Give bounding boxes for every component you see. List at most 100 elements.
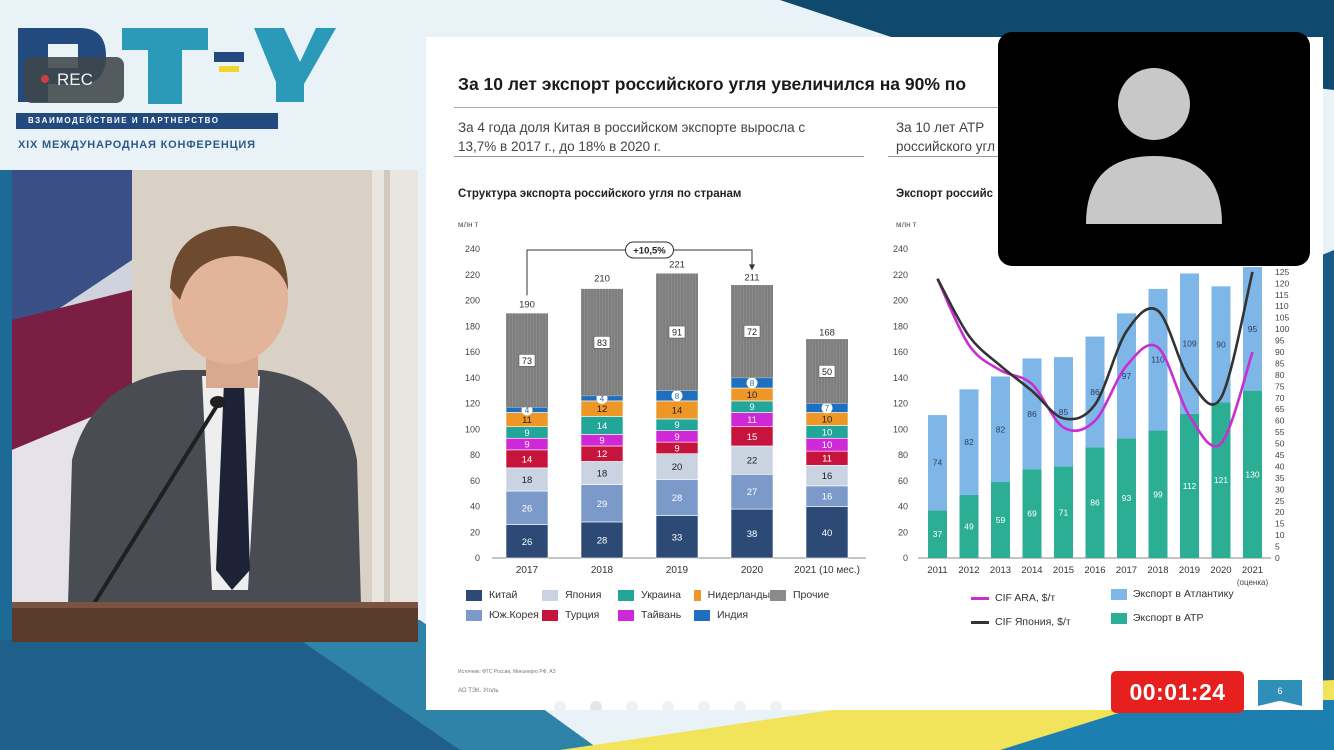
data-label: 33 <box>672 532 683 543</box>
data-label: 28 <box>672 493 683 504</box>
legend-swatch <box>542 589 558 601</box>
y-tick-label: 80 <box>470 450 480 460</box>
y2-tick-label: 25 <box>1275 496 1285 506</box>
bar-segment <box>928 510 947 558</box>
legend-label: Экспорт в Атлантику <box>1133 588 1234 600</box>
y-tick-label: 100 <box>893 424 908 434</box>
right-subtitle-line2: российского угл <box>896 139 996 154</box>
x-tick-note: (оценка) <box>1237 578 1269 587</box>
y-tick-label: 0 <box>475 553 480 563</box>
data-label: 14 <box>597 421 608 432</box>
pagination-dot[interactable] <box>590 701 602 710</box>
x-tick-label: 2014 <box>1021 565 1042 576</box>
right-chart-legend: CIF ARA, $/т Экспорт в Атлантику CIF Япони… <box>971 584 1271 632</box>
data-label: 18 <box>597 469 608 480</box>
bar-total-label: 168 <box>819 328 835 339</box>
bar-total-label: 211 <box>744 272 759 283</box>
bar-segment <box>1117 438 1136 558</box>
data-label: 7 <box>825 404 830 413</box>
legend-label: Индия <box>717 609 749 621</box>
y2-tick-label: 100 <box>1275 324 1289 334</box>
data-label: 82 <box>964 437 974 447</box>
record-dot-icon <box>41 75 49 83</box>
data-label: 14 <box>522 454 533 465</box>
legend-swatch <box>971 596 989 600</box>
legend-item: Экспорт в АТР <box>1111 608 1251 628</box>
left-chart-title: Структура экспорта российского угля по с… <box>458 188 742 200</box>
bar-segment <box>1211 286 1231 403</box>
legend-item: CIF Япония, $/т <box>971 612 1111 632</box>
y2-tick-label: 80 <box>1275 370 1285 380</box>
legend-swatch <box>694 609 710 621</box>
data-label: 83 <box>597 338 607 348</box>
legend-label: Китай <box>489 589 518 601</box>
y-tick-label: 220 <box>893 270 908 280</box>
legend-item: Турция <box>542 605 618 625</box>
data-label: 37 <box>933 529 943 539</box>
x-tick-label: 2015 <box>1053 565 1074 576</box>
pagination-dot[interactable] <box>662 701 674 710</box>
data-label: 73 <box>522 356 532 366</box>
legend-item: Китай <box>466 585 542 605</box>
data-label: 26 <box>522 537 533 548</box>
y2-tick-label: 5 <box>1275 542 1280 552</box>
y-tick-label: 200 <box>465 296 480 306</box>
legend-label: Нидерланды <box>707 589 770 601</box>
y-tick-label: 60 <box>470 476 480 486</box>
data-label-box <box>518 354 536 367</box>
legend-swatch <box>1111 588 1127 600</box>
bar-total-label: 190 <box>519 299 535 310</box>
pagination-dot[interactable] <box>734 701 746 710</box>
x-tick-label: 2019 <box>666 565 689 576</box>
bar-segment <box>1117 313 1136 439</box>
data-label: 9 <box>674 432 679 443</box>
growth-badge <box>625 241 674 259</box>
legend-swatch <box>694 589 701 601</box>
y-tick-label: 80 <box>898 450 908 460</box>
data-label-box <box>668 325 686 339</box>
y-tick-label: 160 <box>465 347 480 357</box>
bar-segment <box>1022 469 1042 558</box>
pagination-dot[interactable] <box>770 701 782 710</box>
data-label: 9 <box>674 420 679 431</box>
bar-segment <box>1054 357 1073 467</box>
x-tick-label: 2013 <box>990 565 1011 576</box>
bar-total-label: 210 <box>594 274 610 285</box>
slide-page-number: 6 <box>1258 680 1302 706</box>
y2-tick-label: 120 <box>1275 278 1289 288</box>
y2-tick-label: 10 <box>1275 530 1285 540</box>
bar-segment <box>1085 447 1105 558</box>
y2-tick-label: 20 <box>1275 507 1285 517</box>
data-label-bubble <box>671 390 683 402</box>
pagination-dot[interactable] <box>554 701 566 710</box>
legend-label: Экспорт в АТР <box>1133 612 1204 624</box>
legend-swatch <box>466 589 482 601</box>
data-label: 10 <box>822 440 833 451</box>
pagination-dot[interactable] <box>626 701 638 710</box>
data-label: 86 <box>1027 409 1037 419</box>
data-label: 12 <box>597 404 608 415</box>
recording-indicator[interactable]: REC <box>24 57 124 103</box>
session-timer: 00:01:24 <box>1111 671 1244 713</box>
data-label: 99 <box>1153 489 1163 499</box>
right-chart-unit: млн т <box>896 220 917 229</box>
legend-label: Украина <box>641 589 681 601</box>
legend-label: Япония <box>565 589 602 601</box>
slide-pagination <box>554 701 782 710</box>
data-label: 22 <box>747 456 758 467</box>
data-label: 14 <box>672 405 683 416</box>
participant-video-tile[interactable] <box>998 32 1310 266</box>
x-tick-label: 2018 <box>591 565 614 576</box>
title-divider <box>454 107 1294 108</box>
pagination-dot[interactable] <box>698 701 710 710</box>
data-label: 10 <box>822 414 833 425</box>
data-label: 20 <box>672 462 683 473</box>
data-label: 90 <box>1216 339 1226 349</box>
data-label: 4 <box>600 394 605 403</box>
data-label: 38 <box>747 529 758 540</box>
bar-segment <box>1243 390 1262 558</box>
legend-label: CIF ARA, $/т <box>995 592 1056 604</box>
y-tick-label: 220 <box>465 270 480 280</box>
y2-tick-label: 55 <box>1275 427 1285 437</box>
data-label-bubble <box>821 402 833 414</box>
